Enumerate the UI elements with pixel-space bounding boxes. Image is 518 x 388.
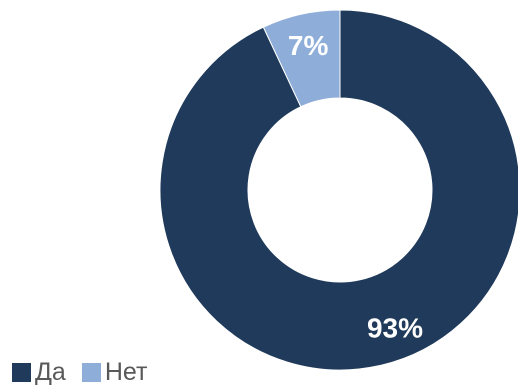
legend-item-net: Нет bbox=[81, 358, 148, 386]
legend-item-da: Да bbox=[12, 360, 66, 385]
legend-label-net: Нет bbox=[104, 358, 148, 386]
legend: Да Нет bbox=[12, 360, 147, 385]
data-label-net: 7% bbox=[288, 30, 329, 61]
legend-swatch-net bbox=[81, 363, 101, 382]
slice-net bbox=[262, 9, 341, 108]
data-label-da: 93% bbox=[367, 312, 423, 343]
legend-swatch-da bbox=[12, 363, 31, 382]
slice-da bbox=[159, 9, 518, 371]
legend-label-da: Да bbox=[35, 358, 66, 386]
